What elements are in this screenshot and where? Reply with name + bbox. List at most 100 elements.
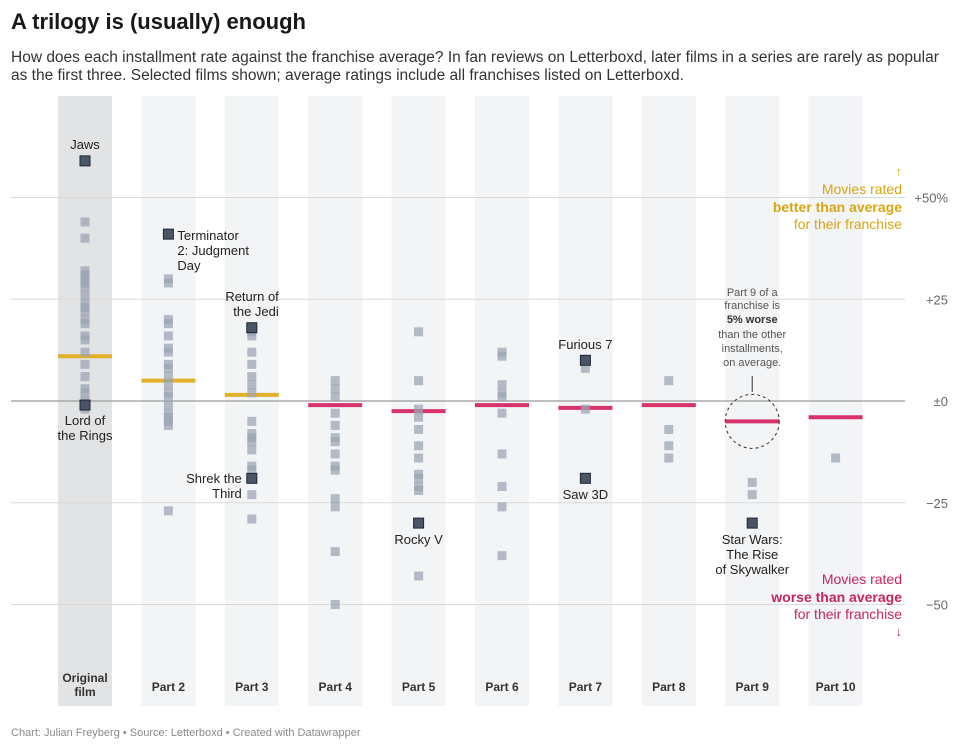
below-annotation-line: for their franchise — [794, 606, 902, 622]
film-dot — [163, 363, 173, 373]
highlight-marker — [79, 399, 91, 411]
film-dot — [580, 363, 590, 373]
above-annotation-line: for their franchise — [794, 216, 902, 232]
film-dot — [330, 547, 340, 557]
film-dot — [80, 290, 90, 300]
above-annotation-line: Movies rated — [822, 181, 902, 197]
film-dot — [163, 319, 173, 329]
film-dot — [163, 506, 173, 516]
film-dot — [414, 453, 424, 463]
film-dot — [497, 502, 507, 512]
highlight-label: Third — [212, 486, 242, 501]
film-dot — [247, 331, 257, 341]
film-dot — [414, 404, 424, 414]
highlight-label: the Rings — [58, 428, 113, 443]
highlight-label: Jaws — [70, 137, 100, 152]
film-dot — [163, 420, 173, 430]
highlight-label: Return of — [225, 289, 279, 304]
x-axis-label: Part 5 — [402, 680, 436, 694]
film-dot — [497, 380, 507, 390]
highlight-marker — [746, 517, 758, 529]
chart-footer: Chart: Julian Freyberg • Source: Letterb… — [11, 727, 361, 739]
x-axis-label: Part 6 — [485, 680, 519, 694]
film-dot — [330, 384, 340, 394]
film-dot — [80, 319, 90, 329]
film-dot — [497, 449, 507, 459]
y-tick-label: +50% — [914, 191, 948, 206]
film-dot — [580, 404, 590, 414]
chart-title: A trilogy is (usually) enough — [11, 9, 306, 34]
x-axis-label: Original — [62, 671, 107, 685]
highlight-marker — [79, 155, 91, 167]
y-tick-label: ±0 — [934, 394, 948, 409]
film-dot — [163, 331, 173, 341]
film-dot — [330, 376, 340, 386]
highlight-marker — [162, 228, 174, 240]
film-dot — [247, 347, 257, 357]
y-tick-label: −25 — [926, 496, 948, 511]
chart-subtitle: How does each installment rate against t… — [11, 49, 939, 84]
film-dot — [247, 416, 257, 426]
film-dot — [414, 327, 424, 337]
film-dot — [163, 347, 173, 357]
film-dot — [80, 217, 90, 227]
film-dot — [497, 351, 507, 361]
film-dot — [330, 494, 340, 504]
film-dot — [330, 437, 340, 447]
x-axis-label: Part 2 — [152, 680, 186, 694]
highlight-marker — [246, 472, 258, 484]
below-annotation-emphasis: worse than average — [770, 589, 902, 605]
film-dot — [664, 441, 674, 451]
film-dot — [414, 376, 424, 386]
above-annotation-emphasis: better than average — [773, 199, 902, 215]
highlight-marker — [579, 472, 591, 484]
x-axis-label: film — [74, 685, 95, 699]
highlight-label: The Rise — [726, 547, 778, 562]
gridlines: +50% +25 ±0 −25 −50 — [11, 191, 948, 613]
film-dot — [497, 408, 507, 418]
film-dot — [80, 372, 90, 382]
film-dot — [664, 424, 674, 434]
film-dot — [747, 490, 757, 500]
film-dot — [247, 372, 257, 382]
x-axis-label: Part 9 — [736, 680, 770, 694]
highlight-label: of Skywalker — [715, 562, 789, 577]
film-dot — [247, 465, 257, 475]
film-dot — [163, 400, 173, 410]
film-dot — [80, 335, 90, 345]
highlight-marker — [246, 322, 258, 334]
film-dot — [247, 359, 257, 369]
highlight-label: 2: Judgment — [177, 243, 249, 258]
x-axis-label: Part 3 — [235, 680, 269, 694]
film-dot — [330, 449, 340, 459]
film-dot — [414, 571, 424, 581]
highlight-label: Rocky V — [394, 532, 443, 547]
film-dot — [163, 392, 173, 402]
film-dot — [80, 388, 90, 398]
film-dot — [330, 600, 340, 609]
above-arrow: ↑ — [896, 164, 903, 179]
film-dot — [247, 445, 257, 455]
film-dot — [163, 380, 173, 390]
film-dot — [414, 473, 424, 483]
highlight-label: Shrek the — [186, 471, 242, 486]
film-dot — [247, 437, 257, 447]
x-axis-label: Part 10 — [816, 680, 856, 694]
film-dot — [414, 441, 424, 451]
film-dot — [664, 453, 674, 463]
highlight-marker — [413, 517, 425, 529]
film-dot — [330, 420, 340, 430]
film-dot — [414, 412, 424, 422]
film-dot — [497, 551, 507, 561]
below-annotation-line: Movies rated — [822, 571, 902, 587]
film-dot — [247, 514, 257, 524]
below-arrow: ↓ — [896, 624, 903, 639]
film-dots — [80, 217, 841, 609]
part9-annotation-line: franchise is — [724, 300, 780, 312]
part9-annotation-line: on average. — [723, 357, 781, 369]
film-dot — [163, 278, 173, 288]
